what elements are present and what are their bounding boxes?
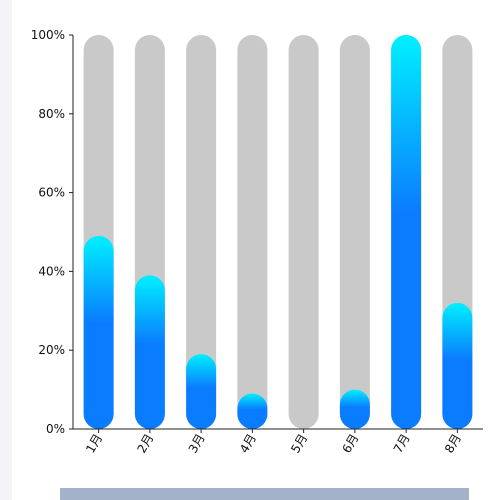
y-tick-label: 80%	[38, 107, 65, 121]
x-tick-label: 1月	[83, 432, 105, 456]
y-tick-label: 40%	[38, 264, 65, 278]
y-axis: 0% 20% 40% 60% 80% 100%	[31, 28, 74, 436]
value-bar-8[interactable]	[442, 302, 473, 429]
y-tick-label: 60%	[38, 186, 65, 200]
value-bar-6[interactable]	[339, 389, 370, 429]
y-tick-label: 20%	[38, 343, 65, 357]
background-bar-3	[186, 35, 217, 429]
background-bar-5	[288, 35, 319, 429]
x-tick-label: 7月	[391, 432, 413, 456]
x-tick-label: 2月	[135, 432, 157, 456]
y-tick-label: 0%	[46, 422, 65, 436]
x-tick-label: 4月	[237, 432, 259, 456]
chart-scrollbar[interactable]	[60, 488, 469, 500]
background-bar-6	[339, 35, 370, 429]
value-bars	[83, 35, 473, 429]
x-axis: 1月 2月 3月 4月 5月 6月 7月 8月	[73, 428, 483, 456]
value-bar-3[interactable]	[186, 354, 217, 429]
x-tick-label: 5月	[288, 432, 310, 456]
value-bar-4[interactable]	[237, 393, 268, 429]
value-bar-1[interactable]	[83, 235, 114, 429]
y-tick-label: 100%	[31, 28, 65, 42]
x-tick-label: 8月	[442, 432, 464, 456]
value-bar-2[interactable]	[134, 275, 165, 429]
value-bar-7[interactable]	[391, 35, 422, 429]
x-tick-label: 6月	[340, 432, 362, 456]
background-bar-4	[237, 35, 268, 429]
x-tick-label: 3月	[186, 432, 208, 456]
